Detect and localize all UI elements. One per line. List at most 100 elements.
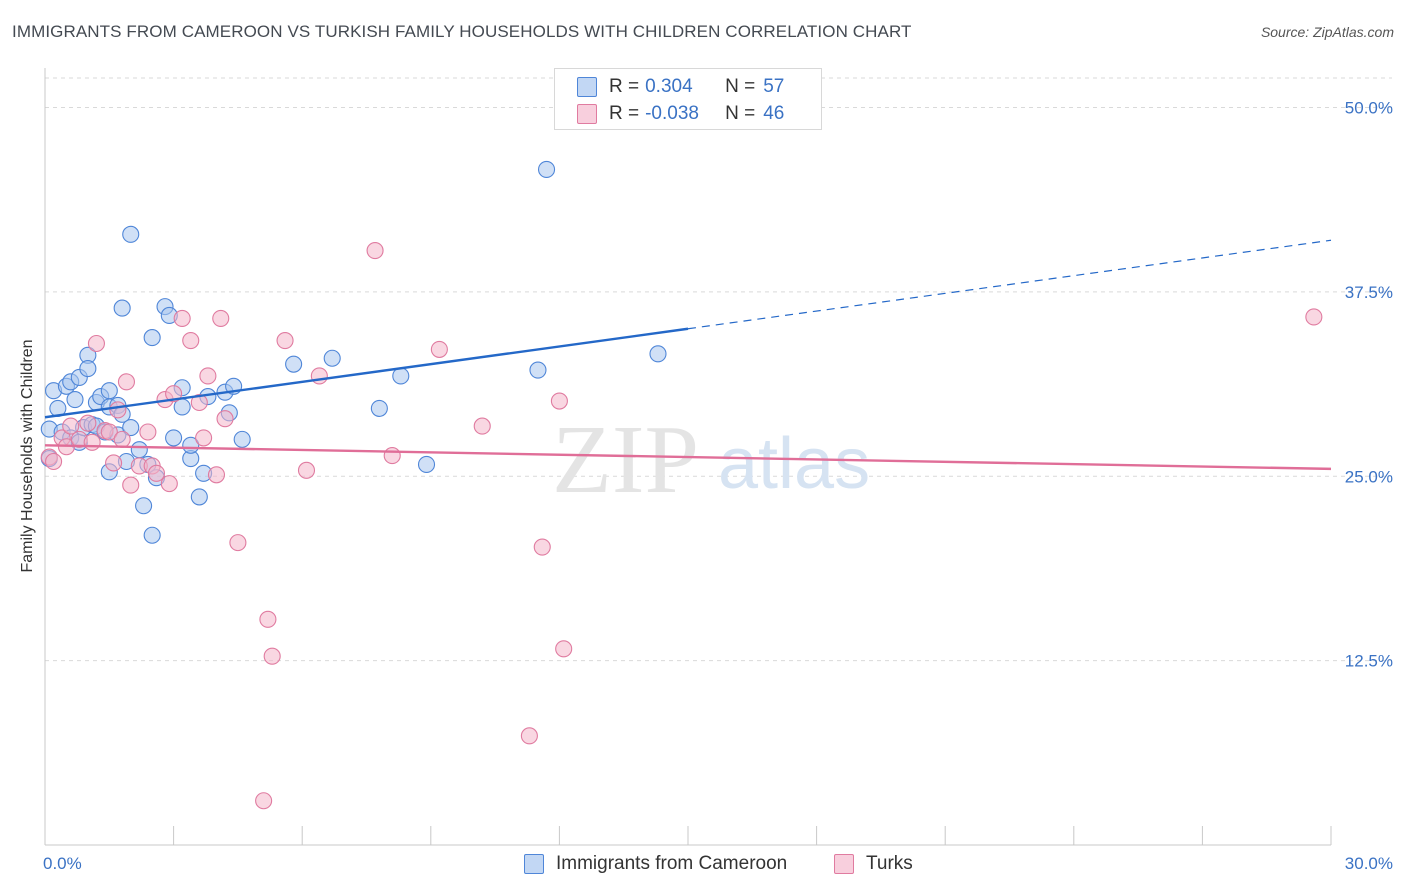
turks-point — [173, 309, 191, 327]
turks-point — [160, 475, 178, 493]
legend-r-value: 0.304 — [645, 76, 693, 97]
cameroon-point — [182, 436, 200, 454]
legend-swatch-blue — [577, 77, 597, 97]
x-tick-label: 30.0% — [1345, 854, 1393, 873]
turks-point — [229, 534, 247, 552]
turks-point — [383, 447, 401, 465]
cameroon-point — [649, 345, 667, 363]
turks-point — [87, 334, 105, 353]
cameroon-point — [285, 355, 303, 373]
turks-point — [212, 309, 230, 327]
turks-point — [276, 331, 294, 350]
turks-point — [139, 423, 157, 441]
legend-n-value: 57 — [763, 76, 785, 97]
y-tick-label: 12.5% — [1345, 652, 1393, 671]
turks-point — [520, 727, 538, 745]
turks-point — [199, 367, 217, 385]
turks-point — [473, 417, 491, 435]
turks-point — [45, 452, 63, 471]
legend-r-value: -0.038 — [645, 103, 699, 124]
legend-row-turks: R = -0.038 N = 46 — [577, 101, 784, 127]
series-legend: Immigrants from Cameroon Turks — [0, 853, 1406, 877]
turks-point — [165, 385, 183, 403]
cameroon-trend-line — [44, 327, 689, 419]
cameroon-point — [370, 399, 388, 417]
y-tick-label: 25.0% — [1345, 467, 1393, 486]
cameroon-point — [122, 225, 140, 243]
tick-labels: 12.5% 25.0% 37.5% 50.0% 0.0% 30.0% — [43, 99, 1393, 874]
cameroon-point — [537, 160, 556, 178]
cameroon-point — [143, 526, 161, 544]
y-tick-label: 50.0% — [1345, 99, 1393, 118]
legend-item-label: Immigrants from Cameroon — [556, 853, 788, 874]
cameroon-point — [323, 349, 341, 367]
x-tick-label: 0.0% — [43, 854, 82, 873]
trend-lines — [44, 239, 1332, 471]
turks-point — [555, 640, 573, 658]
legend-item-turks: Turks — [834, 853, 913, 875]
turks-point — [79, 414, 97, 432]
turks-point — [190, 393, 208, 412]
turks-point — [105, 454, 123, 472]
cameroon-point — [135, 497, 153, 515]
legend-n-label: N = — [725, 103, 756, 124]
watermark-zip: ZIP — [552, 406, 699, 514]
turks-point — [113, 430, 131, 448]
turks-point — [122, 476, 140, 494]
turks-point — [550, 392, 568, 410]
cameroon-point — [130, 441, 148, 459]
turks-point — [216, 410, 234, 428]
legend-n-value: 46 — [763, 103, 785, 124]
legend-item-cameroon: Immigrants from Cameroon — [524, 853, 787, 875]
turks-point — [83, 433, 101, 451]
legend-swatch-pink — [834, 854, 854, 874]
turks-point — [366, 242, 384, 260]
cameroon-point — [165, 429, 183, 447]
turks-point — [100, 423, 118, 441]
turks-point — [1305, 308, 1323, 326]
turks-point — [533, 538, 551, 556]
turks-point — [109, 401, 127, 419]
cameroon-point — [79, 360, 97, 378]
source-label: Source: ZipAtlas.com — [1260, 24, 1394, 40]
chart-title: IMMIGRANTS FROM CAMEROON VS TURKISH FAMI… — [12, 22, 912, 41]
gridlines — [45, 77, 1392, 662]
turks-point — [310, 367, 328, 385]
cameroon-trend-extension — [687, 239, 1332, 330]
watermark: ZIP atlas — [552, 406, 870, 514]
cameroon-point — [529, 361, 547, 379]
cameroon-point — [143, 329, 161, 347]
turks-point — [263, 647, 281, 665]
turks-point — [207, 466, 226, 484]
cameroon-point — [417, 455, 436, 474]
legend-item-label: Turks — [866, 853, 913, 874]
legend-row-cameroon: R = 0.304 N = 57 — [577, 74, 784, 100]
turks-point — [195, 429, 213, 447]
cameroon-point — [100, 382, 118, 400]
y-tick-label: 37.5% — [1345, 283, 1393, 302]
watermark-atlas: atlas — [718, 424, 870, 504]
series-turks-points — [40, 242, 1323, 810]
cameroon-point — [66, 390, 84, 409]
turks-point — [297, 461, 316, 479]
cameroon-point — [190, 488, 208, 506]
turks-point — [117, 373, 135, 391]
turks-point — [182, 331, 200, 350]
legend-r-label: R = — [609, 76, 640, 97]
turks-point — [430, 340, 448, 358]
cameroon-point — [392, 367, 410, 385]
legend-n-label: N = — [725, 76, 756, 97]
turks-point — [255, 792, 273, 810]
turks-point — [259, 610, 277, 628]
cameroon-point — [233, 430, 251, 448]
turks-point — [62, 417, 80, 435]
turks-point — [147, 464, 166, 482]
cameroon-point — [122, 419, 140, 437]
legend-swatch-blue — [524, 854, 544, 874]
stats-legend: R = 0.304 N = 57 R = -0.038 N = 46 — [554, 68, 822, 130]
legend-r-label: R = — [609, 103, 640, 124]
turks-trend-line — [44, 444, 1332, 471]
cameroon-point — [113, 299, 131, 317]
legend-swatch-pink — [577, 104, 597, 124]
